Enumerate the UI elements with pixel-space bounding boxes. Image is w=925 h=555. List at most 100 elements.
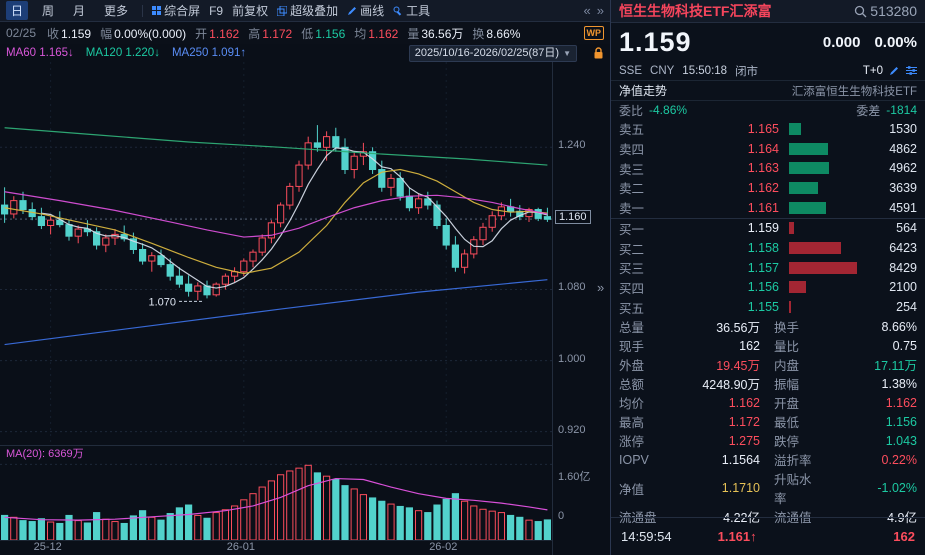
ask-row[interactable]: 卖一 1.161 4591 bbox=[619, 200, 917, 217]
candle-body bbox=[424, 198, 432, 206]
menu-label: 超级叠加 bbox=[290, 4, 339, 18]
volume-axis-zero-label: 0 bbox=[558, 510, 565, 522]
volume-bar bbox=[56, 522, 64, 540]
menu-forward-adjusted[interactable]: 前复权 bbox=[232, 2, 268, 19]
info-value: 1.156 bbox=[315, 26, 346, 41]
menu-label: 工具 bbox=[406, 4, 431, 18]
candle-body bbox=[369, 151, 377, 171]
tab-nav-trend[interactable]: 净值走势 bbox=[619, 84, 668, 98]
x-axis-label: 26-02 bbox=[429, 541, 458, 553]
info-value: 1.162 bbox=[368, 26, 399, 41]
candle-body bbox=[47, 219, 55, 227]
stats-row: 总量 36.56万 换手 8.66% bbox=[619, 319, 917, 336]
candle-body bbox=[277, 204, 285, 224]
volume-bar bbox=[129, 515, 138, 540]
menu-f9[interactable]: F9 bbox=[209, 4, 223, 18]
ask-depth-bar bbox=[789, 122, 802, 135]
expand-panel-icon[interactable]: » bbox=[597, 280, 605, 295]
menu-draw-line[interactable]: 画线 bbox=[347, 2, 384, 19]
candlestick-chart[interactable]: 1.070 bbox=[0, 62, 552, 445]
candle-body bbox=[461, 253, 469, 268]
quote-date: 02/25 bbox=[6, 26, 37, 40]
tab-weekly[interactable]: 周 bbox=[42, 4, 55, 18]
tab-daily[interactable]: 日 bbox=[6, 1, 29, 20]
exchange-label: SSE bbox=[619, 64, 643, 77]
price-axis-label: 1.080 bbox=[558, 281, 586, 294]
info-label: 高 bbox=[248, 26, 261, 41]
ask-row[interactable]: 卖五 1.165 1530 bbox=[619, 121, 917, 138]
wp-badge[interactable]: WP bbox=[583, 26, 604, 40]
lock-icon[interactable] bbox=[593, 46, 604, 60]
candle-body bbox=[433, 204, 441, 227]
candle-body bbox=[157, 255, 165, 266]
bid-row[interactable]: 买三 1.157 8429 bbox=[619, 260, 917, 277]
volume-bar bbox=[378, 500, 386, 540]
symbol-header: 恒生生物科技ETF汇添富 513280 bbox=[611, 0, 925, 23]
bid-row[interactable]: 买二 1.158 6423 bbox=[619, 241, 917, 257]
volume-bar bbox=[507, 514, 515, 540]
panel-tabs: 净值走势 汇添富恒生生物科技ETF bbox=[611, 81, 925, 101]
candle-body bbox=[451, 244, 459, 268]
candle-body bbox=[488, 215, 496, 228]
date-range-label: 2025/10/16-2026/02/25(87日) bbox=[414, 46, 560, 59]
menu-label: 综合屏 bbox=[164, 4, 201, 18]
ma-line-MA250 bbox=[4, 279, 548, 346]
volume-bar bbox=[93, 512, 101, 540]
candle-body bbox=[240, 260, 248, 273]
info-turnover: 换 8.66% bbox=[472, 25, 520, 42]
ma-legend-bar: MA60 1.165↓ MA120 1.220↓ MA250 1.091↑ 20… bbox=[0, 44, 610, 62]
candle-body bbox=[175, 275, 184, 285]
bid-row[interactable]: 买五 1.155 254 bbox=[619, 300, 917, 316]
market-status: 闭市 bbox=[735, 65, 759, 78]
volume-bar bbox=[369, 497, 377, 540]
ask-row[interactable]: 卖三 1.163 4962 bbox=[619, 161, 917, 177]
quote-time: 15:50:18 bbox=[682, 64, 728, 77]
volume-chart[interactable] bbox=[0, 462, 552, 541]
bid-depth-bar bbox=[789, 281, 806, 294]
tab-more-periods[interactable]: 更多 bbox=[104, 4, 129, 18]
menu-tools[interactable]: 工具 bbox=[393, 2, 430, 19]
bid-row[interactable]: 买一 1.159 564 bbox=[611, 217, 925, 239]
volume-bar bbox=[258, 486, 266, 540]
volume-bar bbox=[231, 505, 239, 540]
tick-time: 14:59:54 bbox=[621, 529, 672, 544]
nav-next-icon[interactable]: » bbox=[596, 3, 604, 18]
candle-body bbox=[332, 136, 340, 148]
edit-icon[interactable] bbox=[889, 65, 900, 76]
ma-line-MA20 bbox=[4, 168, 548, 275]
quote-info-bar: 02/25 收 1.159 幅 0.00%(0.000) 开 1.162 高 1.172… bbox=[0, 22, 610, 44]
candle-body bbox=[378, 169, 386, 188]
volume-bar bbox=[157, 519, 165, 540]
menu-super-overlay[interactable]: 超级叠加 bbox=[277, 2, 338, 19]
volume-bar bbox=[139, 510, 147, 540]
candle-body bbox=[102, 237, 110, 246]
info-label: 幅 bbox=[100, 26, 113, 41]
volume-axis-max-label: 1.60亿 bbox=[558, 471, 591, 483]
volume-bar bbox=[148, 516, 156, 540]
ask-row[interactable]: 卖二 1.162 3639 bbox=[619, 180, 917, 197]
info-change: 幅 0.00%(0.000) bbox=[100, 25, 186, 42]
candle-body bbox=[65, 224, 73, 237]
search-icon[interactable] bbox=[854, 5, 867, 18]
nav-prev-icon[interactable]: « bbox=[583, 3, 591, 18]
date-range-selector[interactable]: 2025/10/16-2026/02/25(87日) ▼ bbox=[408, 44, 577, 62]
ask-row[interactable]: 卖四 1.164 4862 bbox=[619, 141, 917, 158]
price-axis-label: 1.000 bbox=[558, 352, 586, 365]
settings-sliders-icon[interactable] bbox=[906, 65, 917, 76]
weibi-value: -4.86% bbox=[649, 103, 688, 117]
ma-line-MA60 bbox=[4, 191, 548, 238]
candle-body bbox=[37, 216, 45, 227]
volume-bar bbox=[10, 516, 18, 540]
market-meta-row: SSE CNY 15:50:18 闭市 T+0 bbox=[611, 61, 925, 81]
menu-composite-screen[interactable]: 综合屏 bbox=[152, 2, 200, 19]
weicha-value: -1814 bbox=[886, 103, 917, 117]
bid-row[interactable]: 买四 1.156 2100 bbox=[619, 280, 917, 296]
candle-body bbox=[387, 177, 395, 188]
price-change: 0.000 bbox=[822, 33, 861, 51]
volume-bar bbox=[350, 488, 358, 540]
volume-ma-label: MA(20): 6369万 bbox=[6, 448, 84, 460]
tab-monthly[interactable]: 月 bbox=[73, 4, 86, 18]
last-price: 1.159 bbox=[619, 26, 692, 57]
chart-toolbar: 日 周 月 更多 综合屏 F9 前复权 超级叠加 画线 工具 « » bbox=[0, 0, 610, 22]
volume-bar bbox=[433, 504, 441, 540]
